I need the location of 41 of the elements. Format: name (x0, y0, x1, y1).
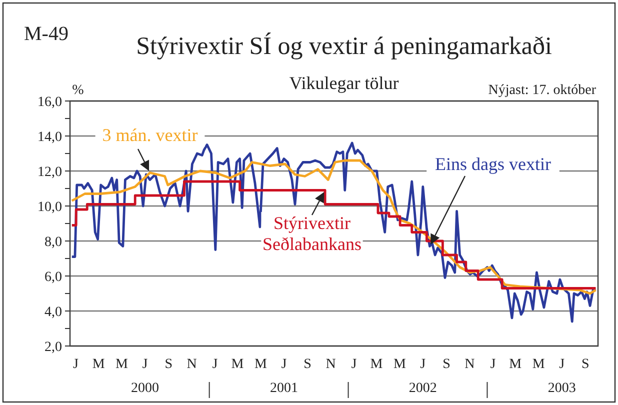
y-axis-title: % (72, 83, 84, 98)
y-tick-label: 6,0 (44, 270, 62, 285)
x-tick-label: S (164, 357, 172, 372)
text: Nýjast: 17. október (488, 83, 596, 98)
y-tick-label: 8,0 (44, 235, 62, 250)
y-tick-label: 4,0 (44, 305, 62, 320)
x-tick-label: M (231, 357, 244, 372)
x-tick-label: J (490, 357, 496, 372)
series-label: Stýrivextir Seðlabankans (262, 213, 362, 254)
x-tick-label: J (351, 357, 358, 372)
x-tick-label: S (442, 357, 450, 372)
x-tick-label: M (254, 357, 268, 372)
x-tick-label: M (92, 357, 106, 372)
x-tick-label: J 2001 (270, 357, 298, 396)
x-tick-label: M (532, 357, 546, 372)
text: M-49 (24, 23, 68, 45)
series-label: Eins dags vextir (435, 154, 551, 174)
x-tick-label: J (212, 357, 218, 372)
y-tick-label: 12,0 (38, 165, 62, 180)
x-tick-label: J 2000 (130, 357, 159, 396)
chart-subtitle: Vikulegar tölur (289, 73, 399, 93)
x-tick-label: J 2003 (548, 357, 576, 396)
series-label: 3 mán. vextir (102, 125, 198, 145)
x-tick-label: S (582, 357, 590, 372)
x-tick-label: N (186, 357, 197, 372)
x-tick-label: J 2002 (408, 357, 437, 396)
x-tick-label: J (72, 357, 79, 372)
x-tick-label: M (370, 357, 384, 372)
chart-title: Stýrivextir SÍ og vextir á peningamarkaði (136, 32, 552, 60)
y-tick-label: 14,0 (38, 130, 62, 145)
line-series (70, 142, 597, 323)
y-tick-label: 10,0 (38, 200, 62, 215)
x-tick-label: N (464, 357, 475, 372)
x-tick-label: M (116, 357, 129, 372)
x-tick-label: M (393, 357, 406, 372)
y-tick-label: 2,0 (44, 340, 62, 355)
y-tick-label: 16,0 (38, 95, 62, 110)
x-tick-label: S (304, 357, 312, 372)
x-tick-label: N (326, 357, 336, 372)
x-tick-label: M (509, 357, 522, 372)
line-series (70, 159, 597, 295)
